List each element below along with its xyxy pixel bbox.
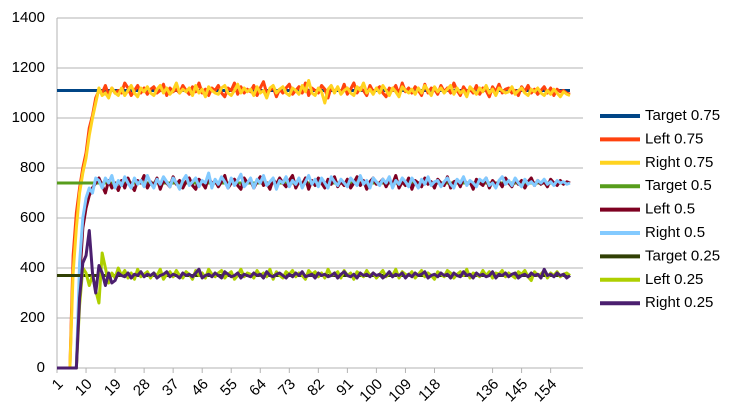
legend-label: Target 0.25 [645, 247, 720, 264]
legend-label: Right 0.5 [645, 224, 705, 241]
y-tick-label: 1200 [12, 59, 45, 76]
y-tick-label: 800 [20, 159, 45, 176]
legend-label: Left 0.25 [645, 271, 703, 288]
legend-label: Left 0.5 [645, 201, 695, 218]
y-tick-label: 1400 [12, 9, 45, 26]
y-tick-label: 1000 [12, 109, 45, 126]
y-tick-label: 0 [37, 359, 45, 376]
legend-label: Target 0.75 [645, 107, 720, 124]
series-line [57, 79, 571, 370]
legend-label: Target 0.5 [645, 177, 712, 194]
legend-label: Right 0.75 [645, 154, 713, 171]
series-line [57, 171, 571, 370]
y-tick-label: 200 [20, 309, 45, 326]
y-tick-label: 600 [20, 209, 45, 226]
series-line [57, 229, 571, 370]
legend-label: Right 0.25 [645, 294, 713, 311]
y-tick-label: 400 [20, 259, 45, 276]
legend-label: Left 0.75 [645, 130, 703, 147]
